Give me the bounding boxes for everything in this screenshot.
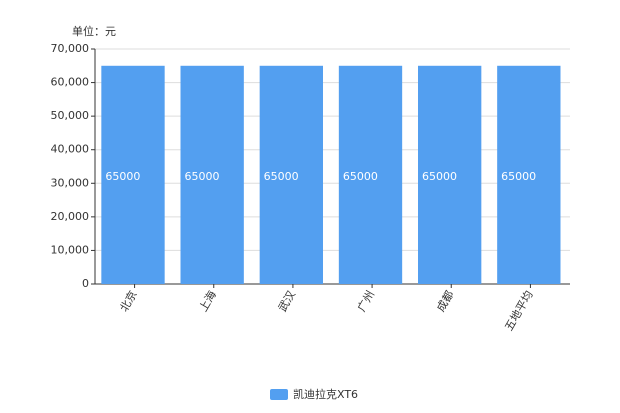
bar	[497, 65, 561, 285]
y-tick-label: 40,000	[51, 143, 90, 156]
x-tick-label: 武汉	[276, 289, 298, 315]
data-label: 65000	[422, 170, 457, 183]
legend-swatch	[270, 389, 288, 400]
bar	[180, 65, 244, 285]
data-label: 65000	[264, 170, 299, 183]
x-tick-label: 广州	[355, 289, 377, 315]
bar	[418, 65, 482, 285]
data-label: 65000	[343, 170, 378, 183]
legend-label: 凯迪拉克XT6	[293, 387, 358, 401]
y-tick-label: 20,000	[51, 210, 90, 223]
x-tick-label: 成都	[434, 289, 456, 315]
y-tick-label: 70,000	[51, 42, 90, 55]
data-label: 65000	[185, 170, 220, 183]
x-tick-label: 北京	[117, 288, 140, 314]
x-tick-label: 五地平均	[502, 289, 535, 334]
bar	[259, 65, 323, 285]
bar	[338, 65, 403, 285]
data-label: 65000	[501, 170, 536, 183]
y-tick-label: 60,000	[51, 76, 90, 89]
bar	[101, 65, 165, 285]
x-tick-label: 上海	[196, 288, 219, 314]
y-tick-label: 30,000	[51, 176, 90, 189]
y-tick-label: 0	[82, 277, 89, 290]
unit-label: 单位：元	[72, 24, 116, 38]
y-tick-label: 10,000	[51, 243, 90, 256]
y-tick-label: 50,000	[51, 109, 90, 122]
data-label: 65000	[105, 170, 140, 183]
